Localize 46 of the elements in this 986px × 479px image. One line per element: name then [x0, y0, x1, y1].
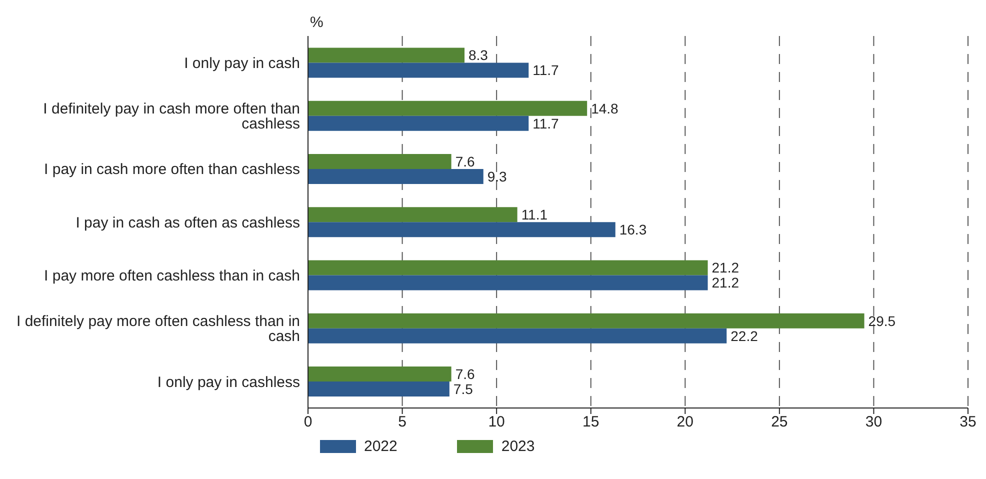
- data-label: 8.3: [468, 47, 488, 64]
- x-tick-label: 30: [865, 414, 882, 431]
- legend-label: 2023: [501, 438, 535, 455]
- y-tick-label: I pay in cash as often as cashless: [76, 214, 300, 232]
- x-axis-title: %: [310, 14, 324, 31]
- data-label: 7.5: [453, 381, 474, 398]
- y-tick-label: I pay in cash more often than cashless: [44, 161, 300, 178]
- x-tick-label: 25: [771, 414, 788, 431]
- x-tick-label: 10: [488, 414, 505, 431]
- data-label: 14.8: [591, 100, 619, 116]
- data-label: 7.6: [455, 153, 475, 170]
- bar: [308, 168, 484, 184]
- bar: [308, 275, 708, 290]
- bar: [308, 207, 518, 222]
- x-tick-label: 0: [304, 414, 312, 431]
- x-tick-label: 20: [676, 414, 694, 431]
- bar: [308, 100, 588, 116]
- bar: [308, 154, 452, 169]
- data-label: 29.5: [868, 312, 896, 329]
- x-tick-label: 15: [582, 414, 600, 431]
- bar: [308, 313, 864, 328]
- data-label: 16.3: [619, 222, 647, 238]
- bar: [308, 382, 450, 397]
- data-label: 11.7: [532, 115, 560, 132]
- y-tick-label: I only pay in cash: [184, 54, 300, 72]
- bar: [308, 48, 465, 63]
- bar: [308, 116, 529, 131]
- bar: [308, 62, 529, 78]
- y-tick-label: I definitely pay more often cashless than in cash: [16, 313, 300, 346]
- bar: [308, 260, 708, 276]
- x-tick-label: 35: [960, 414, 976, 431]
- y-tick-label: I pay more often cashless than in cash: [44, 267, 300, 284]
- data-label: 9.3: [487, 168, 508, 184]
- data-label: 11.1: [521, 206, 548, 223]
- data-label: 21.2: [712, 260, 740, 276]
- x-tick-label: 5: [398, 414, 406, 431]
- data-label: 22.2: [730, 328, 758, 344]
- data-label: 11.7: [532, 62, 560, 78]
- bar: [308, 366, 452, 382]
- data-label: 21.2: [712, 274, 740, 291]
- bar: [308, 222, 616, 238]
- bar: [308, 328, 727, 344]
- data-label: 7.6: [455, 366, 475, 382]
- y-tick-label: I only pay in cashless: [157, 374, 300, 391]
- legend-label: 2022: [364, 438, 398, 455]
- y-tick-label: I definitely pay in cash more often than cashless: [43, 100, 300, 133]
